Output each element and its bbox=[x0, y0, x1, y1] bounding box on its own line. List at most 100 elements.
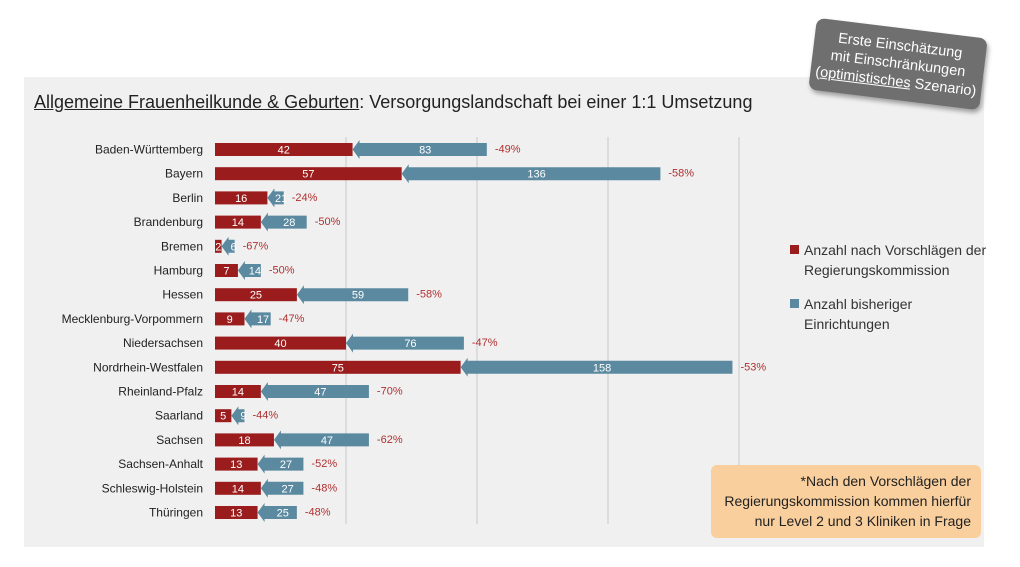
value-label-new: 13 bbox=[230, 508, 242, 520]
category-label: Schleswig-Holstein bbox=[102, 481, 203, 495]
bar-new bbox=[215, 143, 353, 156]
value-label-old: 158 bbox=[593, 362, 611, 374]
bar-old-arrow bbox=[273, 430, 369, 450]
bar-old-arrow bbox=[257, 454, 304, 474]
footnote-box: *Nach den Vorschlägen der Regierungskomm… bbox=[711, 465, 981, 538]
value-label-new: 9 bbox=[227, 314, 233, 326]
change-label: -58% bbox=[668, 168, 694, 180]
change-label: -50% bbox=[315, 216, 341, 228]
bar-old-arrow bbox=[257, 503, 297, 522]
legend-label-old: Anzahl bisheriger Einrichtungen bbox=[804, 296, 913, 332]
bar-new bbox=[215, 385, 261, 398]
value-label-old: 28 bbox=[283, 217, 295, 229]
category-label: Berlin bbox=[172, 191, 203, 205]
bar-old-arrow bbox=[267, 188, 284, 208]
bar-new bbox=[215, 239, 222, 253]
category-label: Baden-Württemberg bbox=[95, 143, 203, 157]
bar-old-arrow bbox=[244, 309, 271, 329]
category-label: Brandenburg bbox=[134, 215, 203, 229]
value-label-old: 17 bbox=[257, 314, 269, 326]
category-label: Bayern bbox=[165, 167, 203, 181]
bar-new bbox=[215, 360, 461, 374]
value-label-new: 5 bbox=[220, 411, 226, 423]
value-label-old: 25 bbox=[277, 508, 289, 520]
bar-new bbox=[215, 457, 258, 471]
change-label: -50% bbox=[269, 265, 295, 277]
value-label-new: 57 bbox=[302, 169, 314, 181]
value-label-old: 21 bbox=[275, 193, 287, 205]
value-label-old: 6 bbox=[231, 241, 237, 253]
chart-title: Allgemeine Frauenheilkunde & Geburten: V… bbox=[34, 92, 752, 113]
bar-old-arrow bbox=[237, 261, 261, 280]
bar-new bbox=[215, 167, 402, 181]
value-label-old: 27 bbox=[282, 483, 294, 495]
category-label: Sachsen bbox=[156, 433, 203, 447]
change-label: -48% bbox=[305, 507, 331, 519]
change-label: -48% bbox=[311, 482, 337, 494]
category-label: Thüringen bbox=[149, 506, 203, 520]
value-label-old: 47 bbox=[314, 387, 326, 399]
bar-old-arrow bbox=[352, 140, 487, 159]
change-label: -52% bbox=[311, 458, 337, 470]
value-label-new: 40 bbox=[274, 338, 286, 350]
bar-new bbox=[215, 336, 346, 350]
bar-new bbox=[215, 191, 268, 205]
value-label-old: 9 bbox=[240, 411, 246, 423]
bar-new bbox=[215, 264, 238, 277]
value-label-new: 25 bbox=[250, 290, 262, 302]
change-label: -62% bbox=[377, 434, 403, 446]
bar-new bbox=[215, 409, 232, 423]
legend-swatch-new bbox=[790, 245, 799, 254]
category-label: Rheinland-Pfalz bbox=[118, 385, 203, 399]
change-label: -47% bbox=[279, 313, 305, 325]
bar-old-arrow bbox=[260, 382, 369, 401]
category-label: Hamburg bbox=[154, 264, 203, 278]
value-label-new: 14 bbox=[232, 217, 244, 229]
title-rest: : Versorgungslandschaft bei einer 1:1 Um… bbox=[359, 92, 753, 112]
value-label-new: 75 bbox=[332, 362, 344, 374]
category-label: Bremen bbox=[161, 239, 203, 253]
bar-new bbox=[215, 506, 258, 519]
value-label-old: 47 bbox=[321, 435, 333, 447]
legend: Anzahl nach Vorschlägen der Regierungsko… bbox=[790, 240, 990, 348]
bar-old-arrow bbox=[221, 236, 235, 256]
change-label: -58% bbox=[416, 289, 442, 301]
bar-old-arrow bbox=[296, 285, 409, 305]
legend-swatch-old bbox=[790, 299, 799, 308]
bar-old-arrow bbox=[460, 357, 733, 377]
bar-old-arrow bbox=[260, 212, 307, 232]
bar-new bbox=[215, 481, 261, 495]
footnote-text: *Nach den Vorschlägen der Regierungskomm… bbox=[724, 473, 971, 529]
value-label-new: 7 bbox=[223, 266, 229, 278]
change-label: -70% bbox=[377, 386, 403, 398]
value-label-old: 14 bbox=[249, 266, 261, 278]
value-label-new: 18 bbox=[238, 435, 250, 447]
value-label-old: 136 bbox=[527, 169, 545, 181]
value-label-new: 42 bbox=[278, 145, 290, 157]
bar-old-arrow bbox=[260, 478, 304, 498]
category-label: Mecklenburg-Vorpommern bbox=[62, 312, 203, 326]
value-label-new: 13 bbox=[230, 459, 242, 471]
bar-new bbox=[215, 312, 245, 326]
category-label: Saarland bbox=[155, 409, 203, 423]
title-underlined: Allgemeine Frauenheilkunde & Geburten bbox=[34, 92, 360, 112]
legend-label-new: Anzahl nach Vorschlägen der Regierungsko… bbox=[804, 242, 987, 278]
category-label: Hessen bbox=[162, 288, 203, 302]
legend-item-new: Anzahl nach Vorschlägen der Regierungsko… bbox=[790, 240, 990, 280]
change-label: -47% bbox=[472, 337, 498, 349]
change-label: -24% bbox=[292, 192, 318, 204]
change-label: -49% bbox=[495, 144, 521, 156]
value-label-new: 2 bbox=[215, 241, 221, 253]
bar-old-arrow bbox=[231, 406, 245, 426]
bar-old-arrow bbox=[346, 333, 464, 353]
change-label: -53% bbox=[740, 361, 766, 373]
change-label: -44% bbox=[252, 410, 278, 422]
category-label: Niedersachsen bbox=[123, 336, 203, 350]
value-label-new: 16 bbox=[235, 193, 247, 205]
bar-new bbox=[215, 288, 297, 302]
category-label: Sachsen-Anhalt bbox=[118, 457, 203, 471]
change-label: -67% bbox=[243, 240, 269, 252]
legend-item-old: Anzahl bisheriger Einrichtungen bbox=[790, 294, 990, 334]
value-label-old: 27 bbox=[280, 459, 292, 471]
